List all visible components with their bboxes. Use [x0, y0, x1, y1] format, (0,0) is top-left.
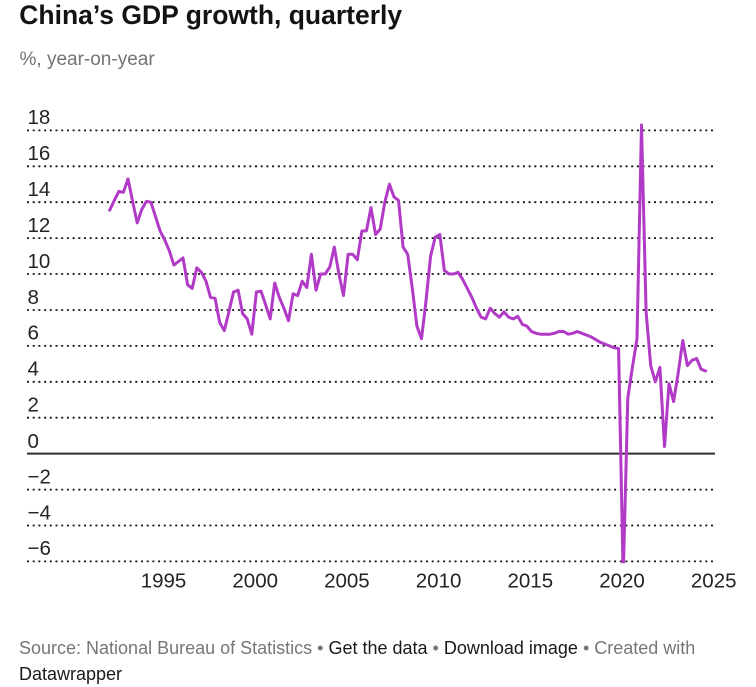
- svg-text:16: 16: [28, 142, 51, 165]
- svg-text:12: 12: [28, 214, 51, 237]
- svg-text:8: 8: [28, 286, 39, 309]
- svg-text:2025: 2025: [691, 570, 737, 593]
- svg-text:2000: 2000: [232, 570, 278, 593]
- svg-text:1995: 1995: [141, 570, 187, 593]
- svg-text:0: 0: [28, 430, 39, 453]
- svg-text:14: 14: [28, 178, 51, 201]
- svg-text:2005: 2005: [324, 570, 370, 593]
- svg-text:18: 18: [28, 106, 51, 129]
- svg-text:6: 6: [28, 322, 39, 345]
- svg-text:2015: 2015: [507, 570, 553, 593]
- svg-text:−2: −2: [28, 465, 51, 488]
- svg-text:2: 2: [28, 394, 39, 417]
- svg-text:10: 10: [28, 250, 51, 273]
- svg-text:4: 4: [28, 358, 39, 381]
- svg-text:−4: −4: [28, 501, 51, 524]
- svg-text:−6: −6: [28, 537, 51, 560]
- svg-text:2020: 2020: [599, 570, 645, 593]
- svg-text:2010: 2010: [416, 570, 462, 593]
